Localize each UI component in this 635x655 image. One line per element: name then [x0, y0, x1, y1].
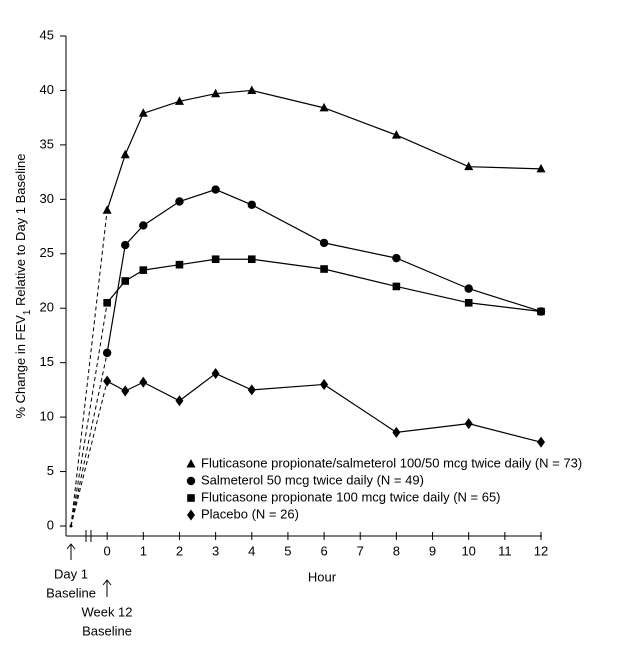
- marker: [320, 378, 329, 390]
- week12-label: Week 12: [81, 604, 132, 619]
- legend-marker: [187, 494, 195, 502]
- baseline-connector: [70, 381, 108, 527]
- marker: [211, 255, 220, 264]
- marker: [211, 185, 220, 194]
- marker: [175, 260, 184, 269]
- legend-label: Fluticasone propionate 100 mcg twice dai…: [201, 489, 501, 504]
- day1-label: Baseline: [46, 585, 96, 600]
- marker: [102, 348, 112, 358]
- legend-marker: [187, 509, 195, 521]
- marker: [319, 238, 329, 248]
- marker: [211, 368, 220, 380]
- series-line: [106, 258, 542, 313]
- marker: [139, 376, 148, 388]
- x-axis-label: Hour: [308, 569, 337, 584]
- y-tick-label: 25: [40, 245, 54, 260]
- marker: [247, 200, 256, 209]
- x-tick-label: 0: [104, 543, 111, 558]
- arrow: [66, 543, 76, 560]
- marker: [174, 96, 184, 105]
- marker: [392, 426, 401, 438]
- marker: [139, 266, 148, 274]
- marker: [391, 130, 401, 139]
- marker: [537, 307, 545, 316]
- arrow: [102, 579, 112, 597]
- marker: [121, 240, 130, 250]
- marker: [120, 149, 130, 159]
- legend-marker: [186, 476, 196, 486]
- marker: [247, 85, 257, 94]
- legend-label: Fluticasone propionate/salmeterol 100/50…: [201, 455, 582, 470]
- marker: [175, 197, 184, 206]
- series-line: [106, 372, 542, 443]
- baseline-connector: [70, 352, 108, 527]
- x-tick-label: 2: [176, 543, 183, 558]
- marker: [138, 108, 148, 117]
- y-tick-label: 40: [40, 82, 54, 97]
- series-line: [106, 89, 542, 211]
- baseline-connector: [70, 210, 108, 527]
- y-tick-label: 20: [40, 300, 54, 315]
- x-tick-label: 8: [393, 543, 400, 558]
- legend-label: Placebo (N = 26): [201, 506, 299, 521]
- marker: [121, 277, 130, 285]
- marker: [103, 375, 112, 387]
- marker: [211, 88, 221, 98]
- marker: [536, 163, 546, 173]
- marker: [103, 298, 111, 307]
- x-tick-label: 12: [534, 543, 548, 558]
- y-tick-label: 5: [47, 463, 54, 478]
- marker: [392, 253, 401, 263]
- marker: [464, 284, 473, 293]
- x-tick-label: 9: [429, 543, 436, 558]
- marker: [464, 298, 473, 307]
- y-tick-label: 45: [40, 27, 54, 42]
- y-tick-label: 35: [40, 136, 54, 151]
- marker: [537, 436, 545, 448]
- y-tick-label: 0: [47, 517, 54, 532]
- x-tick-label: 11: [498, 543, 512, 558]
- week12-label: Baseline: [82, 623, 132, 638]
- marker: [320, 265, 328, 273]
- marker: [121, 385, 130, 397]
- x-tick-label: 6: [320, 543, 327, 558]
- marker: [392, 282, 401, 291]
- y-tick-label: 30: [40, 191, 54, 206]
- y-tick-label: 15: [40, 354, 54, 369]
- marker: [319, 102, 329, 112]
- x-tick-label: 1: [140, 543, 147, 558]
- marker: [139, 221, 148, 230]
- marker: [247, 384, 256, 396]
- x-tick-label: 7: [357, 543, 364, 558]
- baseline-connector: [70, 302, 108, 527]
- x-tick-label: 4: [248, 543, 255, 558]
- x-tick-label: 5: [284, 543, 291, 558]
- series-line: [106, 188, 542, 353]
- legend-label: Salmeterol 50 mcg twice daily (N = 49): [201, 472, 424, 487]
- y-tick-label: 10: [40, 409, 54, 424]
- y-axis-label: % Change in FEV1 Relative to Day 1 Basel…: [13, 154, 33, 419]
- marker: [247, 255, 256, 264]
- legend-marker: [186, 459, 196, 468]
- x-tick-label: 3: [212, 543, 219, 558]
- marker: [464, 161, 474, 171]
- day1-label: Day 1: [54, 566, 88, 581]
- x-tick-label: 10: [461, 543, 475, 558]
- marker: [175, 395, 184, 407]
- marker: [464, 418, 473, 430]
- marker: [102, 205, 112, 214]
